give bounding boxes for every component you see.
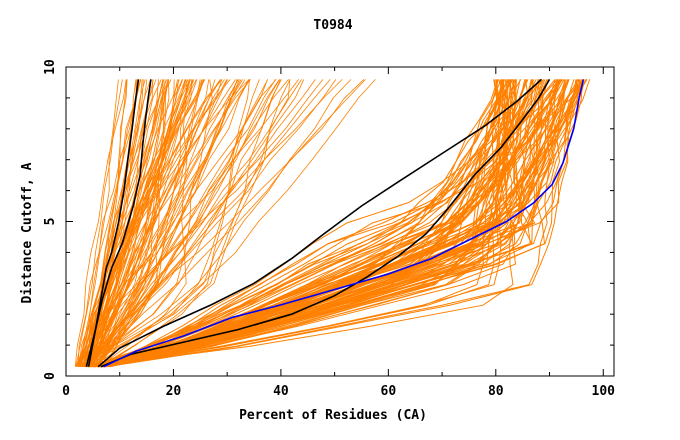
y-tick-label: 10 <box>43 59 58 75</box>
x-axis-label: Percent of Residues (CA) <box>239 408 427 423</box>
series-line-model-5 <box>103 79 585 368</box>
background-model-curve <box>80 79 119 367</box>
background-model-curve <box>98 79 588 368</box>
tick-labels: 0 20 40 60 80 100 0 5 10 <box>43 59 615 399</box>
background-model-curve <box>93 79 508 368</box>
background-model-curve <box>97 79 242 367</box>
y-tick-label: 5 <box>43 218 58 226</box>
background-model-curve <box>99 79 566 368</box>
background-model-curve <box>98 79 580 368</box>
background-model-curve <box>89 79 269 367</box>
background-model-curve <box>103 79 498 368</box>
background-model-curve <box>86 79 190 367</box>
series-line-model-4 <box>100 78 551 368</box>
series-line-model-2 <box>87 79 152 367</box>
background-model-curve <box>80 79 291 368</box>
background-model-curve <box>103 79 539 368</box>
background-model-curve <box>90 79 556 368</box>
background-model-curve <box>103 79 565 368</box>
highlighted-model-curves <box>85 78 585 368</box>
background-model-curve <box>93 79 289 367</box>
background-model-curve <box>80 79 141 367</box>
background-model-curve <box>82 79 194 367</box>
background-model-curve <box>97 79 544 368</box>
background-model-curve <box>93 79 558 368</box>
x-tick-label: 80 <box>488 384 504 399</box>
background-model-curve <box>90 79 170 367</box>
background-model-curve <box>80 79 231 367</box>
background-model-curve <box>99 79 513 368</box>
background-model-curve <box>87 79 194 367</box>
background-model-curve <box>95 79 169 367</box>
background-model-curve <box>97 79 548 368</box>
axis-ticks <box>65 66 614 377</box>
background-model-curve <box>80 79 280 367</box>
background-model-curve <box>89 79 250 367</box>
background-model-curve <box>102 79 300 367</box>
x-tick-label: 40 <box>273 384 289 399</box>
background-model-curve <box>106 79 499 368</box>
background-model-curve <box>91 79 540 368</box>
background-model-curve <box>104 79 588 368</box>
background-model-curve <box>110 79 579 368</box>
background-model-curve <box>82 79 352 368</box>
x-tick-label: 20 <box>166 384 182 399</box>
background-model-curve <box>102 79 562 368</box>
background-model-curve <box>91 79 365 367</box>
background-model-curve <box>79 79 189 367</box>
background-model-curve <box>74 79 127 367</box>
background-model-curve <box>101 79 291 368</box>
background-model-curve <box>86 79 281 367</box>
background-model-curve <box>83 79 213 368</box>
background-model-curve <box>95 79 536 368</box>
x-tick-label: 60 <box>381 384 397 399</box>
y-tick-label: 0 <box>43 372 58 380</box>
background-model-curve <box>78 79 186 367</box>
background-model-curve <box>77 79 142 367</box>
background-model-curve <box>75 79 123 367</box>
x-tick-label: 100 <box>592 384 616 399</box>
y-axis-label: Distance Cutoff, A <box>20 162 35 303</box>
series-line-model-1 <box>85 79 140 367</box>
background-model-curve <box>85 79 343 367</box>
background-model-curve <box>94 79 508 368</box>
series-line-model-3 <box>97 78 543 368</box>
background-model-curves <box>74 79 591 368</box>
background-model-curve <box>104 79 560 368</box>
background-model-curve <box>86 79 324 367</box>
x-tick-label: 0 <box>62 384 70 399</box>
chart-title: T0984 <box>313 18 352 33</box>
background-model-curve <box>104 79 591 368</box>
background-model-curve <box>92 79 165 367</box>
background-model-curve <box>106 79 581 368</box>
background-model-curve <box>96 79 331 367</box>
background-model-curve <box>84 79 260 368</box>
